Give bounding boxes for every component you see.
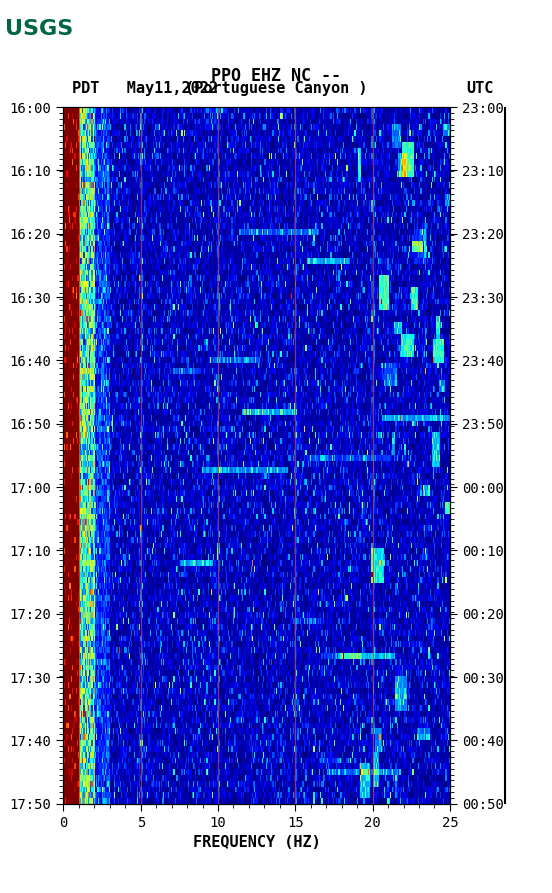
Text: USGS: USGS	[4, 19, 73, 39]
Text: PDT   May11,2022: PDT May11,2022	[72, 80, 217, 96]
Text: (Portuguese Canyon ): (Portuguese Canyon )	[185, 80, 367, 96]
X-axis label: FREQUENCY (HZ): FREQUENCY (HZ)	[193, 835, 321, 850]
Text: UTC: UTC	[466, 80, 494, 96]
Text: PPO EHZ NC --: PPO EHZ NC --	[211, 67, 341, 85]
